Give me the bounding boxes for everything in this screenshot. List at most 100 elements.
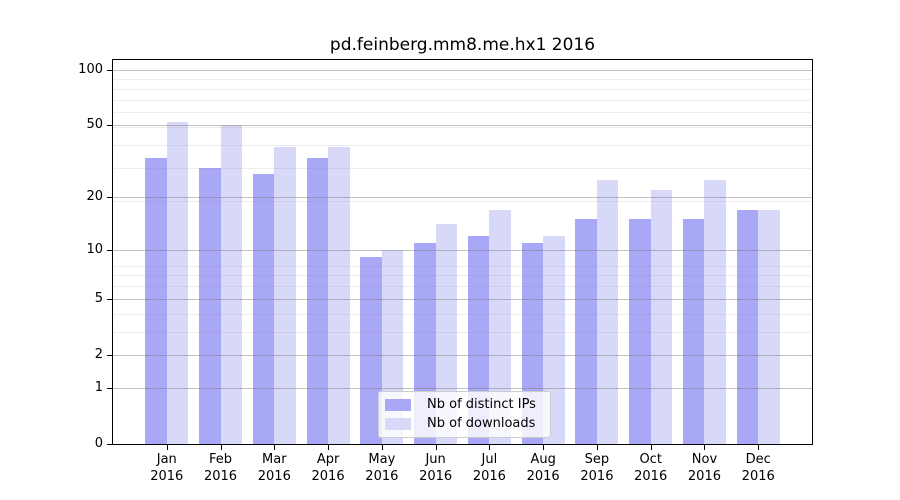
grid-minor-line: [113, 126, 812, 128]
bar-downloads-jul: [489, 209, 511, 444]
x-tick-year: 2016: [150, 469, 184, 484]
bar-distinct-ips-dec: [736, 209, 759, 444]
grid-major-line-100: [113, 69, 812, 71]
x-tick-label: Feb 2016: [191, 451, 251, 485]
grid-minor-line: [113, 144, 812, 146]
x-tick-label: May 2016: [352, 451, 412, 485]
x-axis-tick: [489, 444, 491, 450]
grid-minor-line: [113, 99, 812, 101]
y-axis-tick: [107, 354, 113, 356]
x-tick-label: Apr 2016: [298, 451, 358, 485]
bar-distinct-ips-sep: [575, 219, 597, 444]
y-axis-tick: [107, 298, 113, 300]
x-axis-tick: [596, 444, 598, 450]
x-axis-tick: [274, 444, 276, 450]
y-tick-label: 5: [94, 290, 103, 306]
x-axis-tick: [650, 444, 652, 450]
x-tick-label: Dec 2016: [728, 451, 788, 485]
y-tick-label: 1: [94, 379, 103, 395]
grid-minor-line: [113, 275, 812, 277]
legend-item-downloads: Nb of downloads: [385, 417, 536, 431]
x-axis-tick: [758, 444, 760, 450]
legend-label-distinct-ips: Nb of distinct IPs: [427, 397, 536, 412]
x-tick-month: Sep: [584, 452, 610, 467]
x-tick-year: 2016: [580, 469, 614, 484]
grid-minor-line: [113, 286, 812, 288]
x-tick-label: Mar 2016: [244, 451, 304, 485]
x-tick-month: Jul: [481, 452, 498, 467]
x-tick-year: 2016: [526, 469, 560, 484]
y-axis-tick: [107, 444, 113, 445]
x-tick-month: Dec: [745, 452, 771, 467]
x-tick-label: Jan 2016: [137, 451, 197, 485]
y-tick-label: 10: [86, 241, 103, 257]
grid-major-line-1: [113, 387, 812, 389]
bar-downloads-sep: [596, 179, 619, 444]
x-tick-month: Nov: [691, 452, 718, 467]
grid-minor-line: [113, 201, 812, 203]
bar-distinct-ips-oct: [629, 219, 651, 444]
x-axis-tick: [166, 444, 168, 450]
y-tick-label: 2: [94, 346, 103, 362]
bar-downloads-oct: [650, 189, 673, 444]
x-axis-tick: [328, 444, 330, 450]
x-tick-month: Jun: [425, 452, 446, 467]
grid-minor-line: [113, 265, 812, 267]
bar-downloads-mar: [274, 146, 296, 444]
chart-title: pd.feinberg.mm8.me.hx1 2016: [329, 35, 596, 55]
x-tick-month: Mar: [262, 452, 287, 467]
x-tick-year: 2016: [472, 469, 506, 484]
legend-label-downloads: Nb of downloads: [427, 416, 536, 431]
y-axis-tick: [107, 387, 113, 389]
x-tick-year: 2016: [365, 469, 399, 484]
y-tick-label: 50: [86, 117, 103, 133]
grid-major-line-50: [113, 125, 812, 127]
bar-downloads-nov: [704, 179, 726, 444]
x-tick-year: 2016: [311, 469, 345, 484]
x-tick-label: Oct 2016: [621, 451, 681, 485]
legend: Nb of distinct IPs Nb of downloads: [378, 391, 551, 438]
legend-swatch-downloads-icon: [385, 418, 411, 430]
x-tick-year: 2016: [419, 469, 453, 484]
x-tick-label: Jul 2016: [459, 451, 519, 485]
y-axis-tick: [107, 125, 113, 127]
x-tick-month: Feb: [209, 452, 233, 467]
grid-major-line-10: [113, 249, 812, 251]
legend-item-distinct-ips: Nb of distinct IPs: [385, 398, 536, 412]
bar-downloads-feb: [220, 125, 243, 444]
grid-major-line-2: [113, 354, 812, 356]
grid-minor-line: [113, 79, 812, 81]
grid-major-line-5: [113, 298, 812, 300]
x-axis-tick: [381, 444, 383, 450]
y-axis-tick: [107, 249, 113, 251]
grid-minor-line: [113, 112, 812, 114]
y-axis-tick: [107, 69, 113, 71]
y-tick-label: 20: [86, 189, 103, 205]
y-tick-label: 0: [94, 436, 103, 451]
x-tick-label: Jun 2016: [406, 451, 466, 485]
grid-minor-line: [113, 313, 812, 315]
bar-downloads-dec: [758, 209, 780, 444]
x-tick-year: 2016: [203, 469, 238, 484]
x-tick-month: Apr: [316, 452, 340, 467]
x-tick-year: 2016: [741, 469, 775, 484]
bar-downloads-jun: [435, 224, 458, 444]
bar-distinct-ips-mar: [252, 173, 275, 444]
y-axis-tick: [107, 197, 113, 199]
bar-distinct-ips-jan: [145, 158, 167, 444]
x-tick-month: Oct: [639, 452, 662, 467]
bar-downloads-jan: [166, 122, 189, 444]
x-tick-year: 2016: [687, 469, 721, 484]
grid-minor-line: [113, 168, 812, 170]
grid-minor-line: [113, 331, 812, 333]
x-tick-month: Aug: [530, 452, 556, 467]
legend-swatch-distinct-ips-icon: [385, 399, 411, 411]
grid-major-line-20: [113, 197, 812, 199]
y-tick-label: 100: [78, 61, 103, 77]
bar-distinct-ips-nov: [682, 219, 705, 444]
x-axis-tick: [220, 444, 222, 450]
x-tick-month: May: [368, 452, 396, 467]
x-tick-label: Nov 2016: [674, 451, 734, 485]
x-tick-year: 2016: [257, 469, 291, 484]
